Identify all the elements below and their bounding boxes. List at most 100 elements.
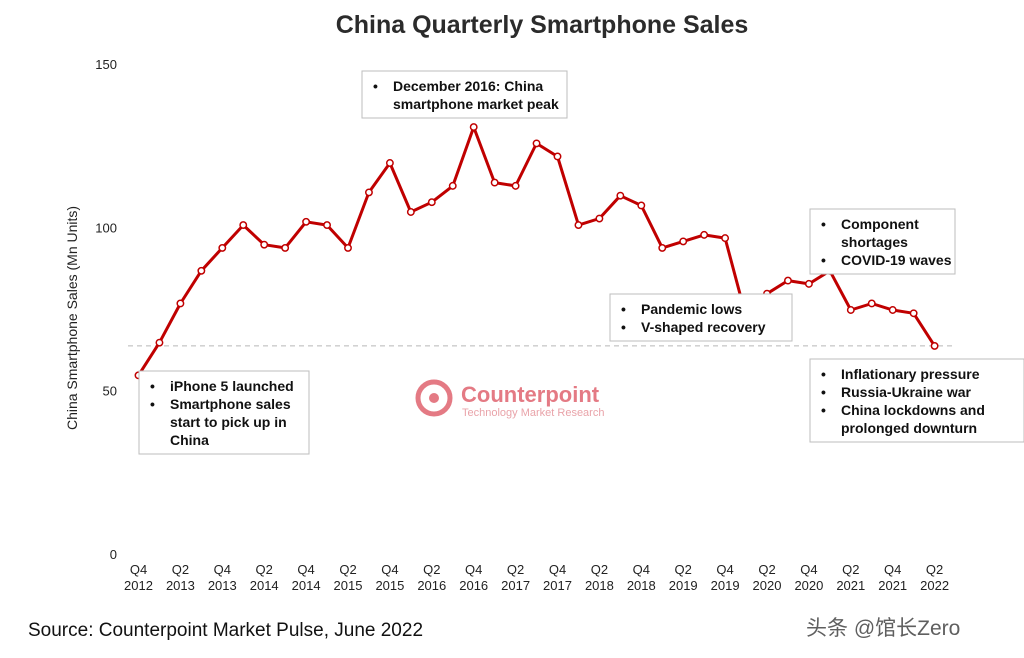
data-point <box>239 221 248 230</box>
x-tick-label: Q2 <box>842 562 859 577</box>
data-point <box>302 217 311 226</box>
logo-ring-icon <box>415 379 453 417</box>
x-tick-label: 2012 <box>124 578 153 593</box>
x-tick-label: 2016 <box>459 578 488 593</box>
x-tick-label: 2014 <box>292 578 321 593</box>
data-point <box>365 188 373 197</box>
x-tick-label: 2020 <box>794 578 823 593</box>
x-tick-label: 2021 <box>836 578 865 593</box>
data-point <box>490 178 499 187</box>
x-tick-label: 2013 <box>166 578 195 593</box>
watermark: 头条 @馆长Zero <box>806 617 961 640</box>
x-tick-layer: Q42012Q22013Q42013Q22014Q42014Q22015Q420… <box>124 562 949 593</box>
annotation-text: COVID-19 waves <box>841 252 952 268</box>
data-point <box>804 279 813 288</box>
data-point <box>930 341 939 350</box>
annotation-layer: • iPhone 5 launched • Smartphone sales start… <box>138 70 1024 455</box>
data-point <box>658 243 667 252</box>
annotation-box: • Pandemic lows • V-shaped recovery <box>609 293 793 342</box>
logo-tagline: Technology Market Research <box>462 407 604 419</box>
x-tick-label: 2022 <box>920 578 949 593</box>
x-tick-label: Q4 <box>549 562 566 577</box>
x-tick-label: Q2 <box>172 562 189 577</box>
x-tick-label: Q4 <box>381 562 398 577</box>
y-tick-label: 50 <box>103 384 117 399</box>
x-tick-label: Q2 <box>256 562 273 577</box>
annotation-text: smartphone market peak <box>393 96 559 112</box>
annotation-bullet: • <box>150 396 155 412</box>
data-point <box>532 139 541 148</box>
data-point <box>784 276 792 285</box>
annotation-box: • Inflationary pressure • Russia-Ukraine wa… <box>809 358 1024 443</box>
x-tick-label: Q4 <box>633 562 650 577</box>
data-point <box>721 234 730 243</box>
data-point <box>469 123 478 132</box>
annotation-text: start to pick up in <box>170 414 287 430</box>
x-tick-label: 2019 <box>711 578 740 593</box>
x-tick-label: 2014 <box>250 578 279 593</box>
x-tick-label: Q2 <box>339 562 356 577</box>
annotation-frame <box>809 208 956 275</box>
y-tick-label: 0 <box>110 547 117 562</box>
x-tick-label: Q2 <box>675 562 692 577</box>
x-tick-label: 2018 <box>585 578 614 593</box>
data-point <box>155 338 164 347</box>
annotation-text: shortages <box>841 234 908 250</box>
data-point <box>679 237 688 246</box>
annotation-text: Component <box>841 216 919 232</box>
logo-dot-icon <box>429 393 439 403</box>
x-tick-label: 2017 <box>501 578 530 593</box>
data-point <box>427 198 436 207</box>
series-layer <box>134 123 939 380</box>
data-point <box>385 159 394 167</box>
data-point <box>448 181 457 190</box>
data-point <box>595 214 604 223</box>
annotation-bullet: • <box>821 384 826 400</box>
annotation-bullet: • <box>621 301 626 317</box>
x-tick-label: Q4 <box>297 562 314 577</box>
y-tick-label: 100 <box>95 220 117 235</box>
data-point <box>637 201 646 210</box>
annotation-text: Inflationary pressure <box>841 366 980 382</box>
y-axis-label: China Smartphone Sales (Mn Units) <box>64 206 80 430</box>
annotation-text: China lockdowns and <box>841 402 985 418</box>
annotation-text: Pandemic lows <box>641 301 742 317</box>
annotation-text: iPhone 5 launched <box>170 378 294 394</box>
data-point <box>344 243 352 252</box>
data-point <box>406 208 415 216</box>
annotation-bullet: • <box>821 216 826 232</box>
annotation-bullet: • <box>150 378 155 394</box>
x-tick-label: Q4 <box>130 562 147 577</box>
annotation-frame <box>361 70 568 119</box>
annotation-text: China <box>170 432 209 448</box>
data-point <box>700 230 709 239</box>
x-tick-label: 2015 <box>375 578 404 593</box>
x-tick-label: Q2 <box>926 562 943 577</box>
x-tick-label: 2019 <box>669 578 698 593</box>
chart-title: China Quarterly Smartphone Sales <box>336 11 749 39</box>
annotation-frame <box>138 370 310 455</box>
x-tick-label: Q2 <box>758 562 775 577</box>
annotation-frame <box>809 358 1024 443</box>
x-tick-label: Q4 <box>800 562 817 577</box>
annotation-frame <box>609 293 793 342</box>
data-point <box>218 243 227 252</box>
annotation-bullet: • <box>373 78 378 94</box>
x-tick-label: 2021 <box>878 578 907 593</box>
data-point <box>553 152 562 161</box>
x-tick-label: Q4 <box>716 562 733 577</box>
data-point <box>616 191 625 200</box>
data-point <box>176 299 185 308</box>
source-note: Source: Counterpoint Market Pulse, June … <box>28 620 424 641</box>
annotation-text: Russia-Ukraine war <box>841 384 971 400</box>
x-tick-label: Q4 <box>884 562 901 577</box>
data-point <box>909 309 918 318</box>
annotation-text: prolonged downturn <box>841 420 977 436</box>
annotation-bullet: • <box>821 252 826 268</box>
x-tick-label: Q2 <box>591 562 608 577</box>
logo-name: Counterpoint <box>461 382 600 407</box>
annotation-text: Smartphone sales <box>170 396 291 412</box>
data-point <box>281 243 290 252</box>
x-tick-label: Q2 <box>423 562 440 577</box>
y-tick-label: 150 <box>95 57 117 72</box>
